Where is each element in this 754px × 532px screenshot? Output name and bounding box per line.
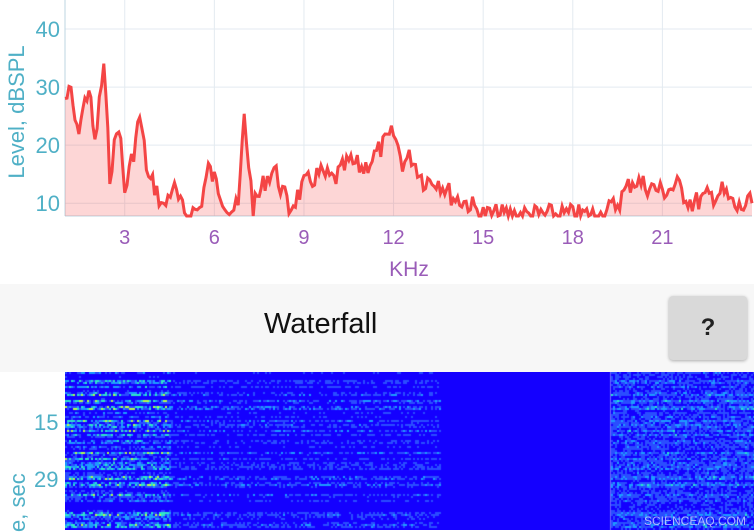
- waterfall-ylabel: e, sec: [5, 473, 30, 532]
- x-tick-label: 6: [209, 227, 220, 249]
- y-tick-label: 10: [36, 191, 60, 216]
- waterfall-spectrogram: [65, 372, 754, 530]
- spectrum-line: [64, 63, 754, 222]
- x-axis-label: KHz: [389, 258, 429, 281]
- y-tick-label: 20: [36, 133, 60, 158]
- waterfall-ytick: 29: [34, 467, 59, 492]
- waterfall-title: Waterfall: [264, 308, 378, 340]
- x-tick-label: 21: [651, 227, 673, 249]
- x-tick-label: 15: [472, 227, 494, 249]
- y-axis-label: Level, dBSPL: [4, 45, 29, 178]
- spectrum-chart: 3 6 9 12 15 18 21 10 20 30 40 KHz Level, dBSPL: [4, 0, 754, 281]
- waterfall-header: [0, 284, 754, 372]
- help-button[interactable]: ?: [669, 296, 747, 360]
- x-tick-label: 3: [119, 227, 130, 249]
- x-tick-label: 9: [298, 227, 309, 249]
- y-tick-label: 40: [36, 17, 60, 42]
- watermark: SCIENCEAQ.COM: [643, 514, 746, 528]
- x-tick-label: 12: [382, 227, 404, 249]
- y-tick-label: 30: [36, 75, 60, 100]
- waterfall-ytick: 15: [34, 410, 59, 435]
- x-tick-label: 18: [562, 227, 584, 249]
